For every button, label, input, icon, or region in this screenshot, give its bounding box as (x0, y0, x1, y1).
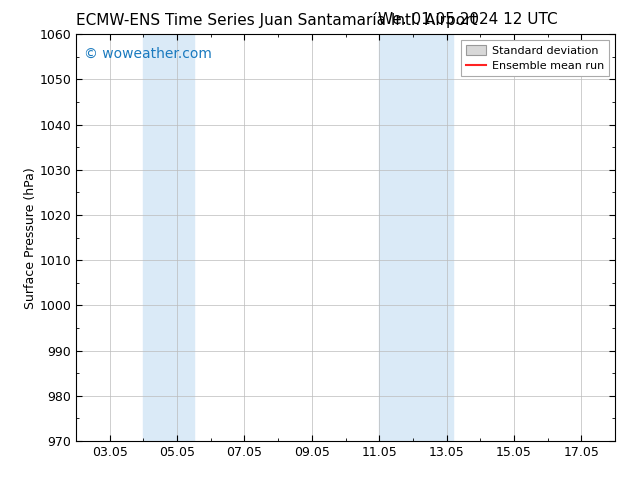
Text: ECMW-ENS Time Series Juan Santamaría Intl. Airport: ECMW-ENS Time Series Juan Santamaría Int… (76, 12, 477, 28)
Legend: Standard deviation, Ensemble mean run: Standard deviation, Ensemble mean run (460, 40, 609, 76)
Text: We. 01.05.2024 12 UTC: We. 01.05.2024 12 UTC (378, 12, 558, 27)
Bar (379, 34, 453, 441)
Y-axis label: Surface Pressure (hPa): Surface Pressure (hPa) (23, 167, 37, 309)
Bar (143, 34, 194, 441)
Text: © woweather.com: © woweather.com (84, 47, 212, 60)
